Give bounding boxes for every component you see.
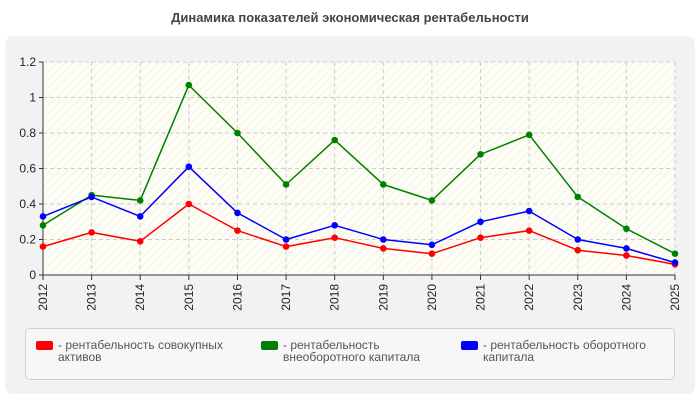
legend-swatch-blue	[461, 341, 478, 350]
series-line-2	[42, 165, 676, 264]
data-point-1[interactable]	[234, 129, 241, 137]
data-point-2[interactable]	[671, 259, 679, 266]
chart-title: Динамика показателей экономическая рента…	[171, 10, 529, 25]
y-tick-label: 1.2	[19, 55, 36, 69]
data-point-1[interactable]	[574, 193, 582, 201]
data-point-0[interactable]	[185, 200, 193, 208]
data-point-0[interactable]	[574, 246, 582, 254]
x-tick-label: 2013	[85, 284, 99, 311]
data-point-2[interactable]	[39, 213, 47, 220]
data-point-2[interactable]	[282, 236, 290, 243]
data-point-2[interactable]	[331, 222, 338, 229]
legend-swatch-red	[36, 341, 53, 350]
x-tick-label: 2024	[619, 284, 633, 311]
data-point-1[interactable]	[331, 136, 338, 144]
data-point-2[interactable]	[623, 245, 630, 252]
x-tick-label: 2022	[522, 284, 536, 311]
data-point-2[interactable]	[136, 213, 144, 220]
data-point-2[interactable]	[185, 163, 193, 171]
legend-label: - рентабельность совокупных активов	[58, 338, 223, 364]
data-point-1[interactable]	[428, 197, 436, 204]
data-point-0[interactable]	[623, 252, 630, 259]
data-point-1[interactable]	[282, 181, 290, 188]
y-tick-label: 0.8	[19, 126, 36, 140]
data-point-0[interactable]	[136, 237, 144, 245]
data-point-2[interactable]	[525, 207, 533, 215]
series-line-0	[42, 203, 676, 266]
data-point-1[interactable]	[623, 225, 630, 233]
data-point-1[interactable]	[136, 197, 144, 204]
y-tick-label: 1	[29, 91, 36, 105]
x-tick-label: 2012	[36, 284, 50, 311]
y-tick-label: 0.6	[19, 162, 36, 176]
data-point-2[interactable]	[380, 236, 387, 243]
data-point-2[interactable]	[234, 209, 241, 217]
legend-swatch-green	[261, 341, 278, 350]
data-point-0[interactable]	[88, 229, 95, 236]
legend-label: - рентабельность внеоборотного капитала	[283, 338, 420, 364]
data-point-2[interactable]	[574, 236, 582, 243]
x-tick-label: 2021	[474, 284, 488, 311]
x-tick-label: 2018	[328, 284, 342, 311]
data-point-2[interactable]	[88, 193, 95, 201]
series-line-1	[42, 84, 676, 255]
data-point-1[interactable]	[39, 222, 47, 229]
data-point-0[interactable]	[234, 227, 241, 234]
data-point-1[interactable]	[525, 131, 533, 139]
data-point-1[interactable]	[185, 81, 193, 89]
x-tick-label: 2016	[230, 284, 244, 311]
legend: - рентабельность совокупных активов - ре…	[25, 328, 675, 380]
data-point-0[interactable]	[525, 227, 533, 234]
x-tick-label: 2017	[279, 284, 293, 311]
data-point-1[interactable]	[380, 181, 387, 188]
x-tick-label: 2025	[668, 284, 682, 311]
data-point-0[interactable]	[380, 245, 387, 252]
data-point-1[interactable]	[477, 151, 484, 158]
data-point-0[interactable]	[477, 234, 484, 242]
x-tick-label: 2015	[182, 284, 196, 311]
data-point-0[interactable]	[331, 234, 338, 242]
x-tick-label: 2019	[376, 284, 390, 311]
data-point-0[interactable]	[282, 243, 290, 250]
y-tick-label: 0.2	[19, 233, 36, 247]
y-tick-label: 0.4	[19, 197, 36, 211]
data-point-0[interactable]	[428, 250, 436, 257]
x-tick-label: 2023	[571, 284, 585, 311]
y-tick-label: 0	[29, 268, 36, 282]
legend-label: - рентабельность оборотного капитала	[483, 338, 646, 364]
data-point-2[interactable]	[428, 241, 436, 249]
data-point-2[interactable]	[477, 218, 484, 226]
x-tick-label: 2014	[133, 284, 147, 311]
data-point-1[interactable]	[671, 250, 679, 257]
x-tick-label: 2020	[425, 284, 439, 311]
data-point-0[interactable]	[39, 243, 47, 250]
